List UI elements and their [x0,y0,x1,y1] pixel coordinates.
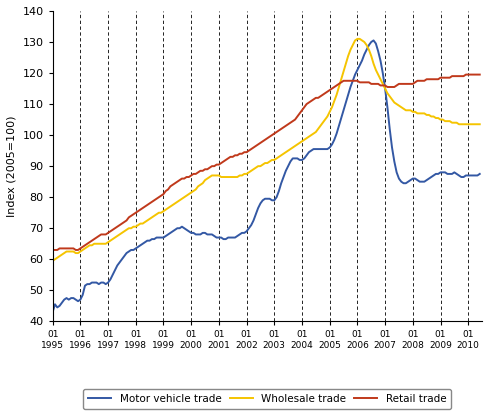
Retail trade [50,248,56,253]
Retail trade [252,143,258,148]
Motor vehicle trade [315,147,321,152]
Legend: Motor vehicle trade, Wholesale trade, Retail trade: Motor vehicle trade, Wholesale trade, Re… [83,389,450,409]
Wholesale trade [377,77,383,82]
Y-axis label: Index (2005=100): Index (2005=100) [7,115,17,217]
Wholesale trade [354,36,360,41]
Retail trade [296,111,302,116]
Motor vehicle trade [252,212,258,217]
Motor vehicle trade [476,171,482,176]
Wholesale trade [444,119,449,124]
Motor vehicle trade [50,309,56,314]
Motor vehicle trade [377,58,383,63]
Retail trade [315,96,321,101]
Retail trade [476,72,482,77]
Wholesale trade [296,140,302,145]
Line: Retail trade: Retail trade [53,75,479,250]
Motor vehicle trade [114,263,120,268]
Retail trade [441,75,447,80]
Retail trade [462,72,468,77]
Motor vehicle trade [296,157,302,162]
Motor vehicle trade [370,38,376,43]
Wholesale trade [315,126,321,131]
Wholesale trade [252,165,258,170]
Line: Wholesale trade: Wholesale trade [53,39,479,261]
Retail trade [374,82,380,87]
Motor vehicle trade [444,171,449,176]
Wholesale trade [114,234,120,239]
Wholesale trade [50,258,56,263]
Line: Motor vehicle trade: Motor vehicle trade [53,40,479,312]
Wholesale trade [476,122,482,127]
Retail trade [114,224,120,229]
